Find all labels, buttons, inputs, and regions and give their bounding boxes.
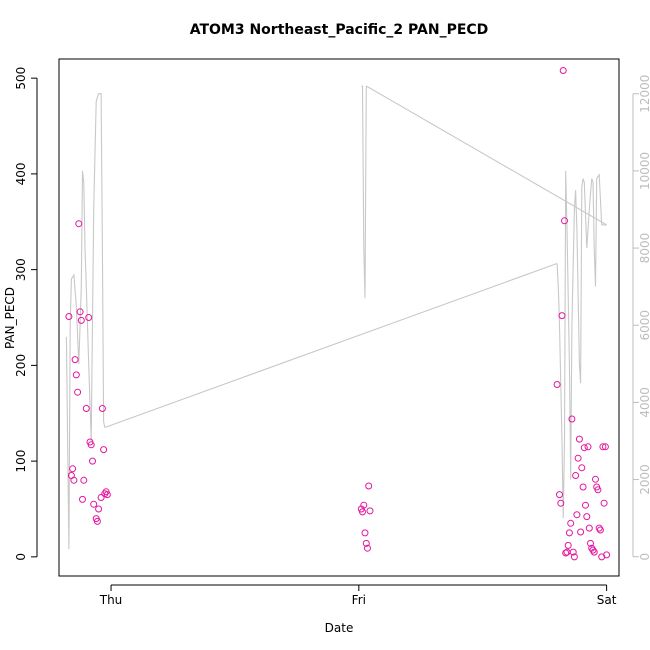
data-point (366, 507, 374, 515)
data-point (76, 308, 84, 316)
data-point (553, 381, 561, 388)
data-point (97, 494, 105, 501)
data-point (365, 482, 373, 490)
data-point (585, 524, 593, 532)
data-point (70, 476, 78, 484)
data-point (579, 483, 587, 491)
data-point (594, 486, 602, 494)
data-point (590, 548, 598, 556)
x-tick-label: Sat (597, 593, 617, 607)
data-point (71, 356, 79, 364)
data-point (74, 388, 82, 396)
y-tick-label: 400 (14, 162, 28, 185)
data-point (82, 405, 90, 412)
data-point (557, 499, 565, 507)
series-line-0-segment-0 (65, 93, 106, 550)
y2-tick-label: 8000 (638, 233, 650, 264)
data-point (583, 513, 591, 521)
data-point (75, 220, 83, 228)
data-point (584, 443, 592, 451)
data-point (592, 475, 599, 483)
x-axis-label: Date (325, 621, 354, 635)
data-point (360, 501, 368, 509)
data-point (364, 544, 371, 552)
line-layer (65, 85, 607, 550)
x-tick-label: Fri (352, 593, 366, 607)
series-line-connector-0 (104, 262, 558, 428)
data-point (72, 371, 80, 379)
y2-tick-label: 10000 (638, 152, 650, 190)
data-point (595, 524, 603, 532)
data-point (582, 501, 589, 509)
y-tick-label: 100 (14, 450, 28, 473)
data-point (567, 519, 575, 527)
data-point (578, 464, 586, 472)
data-point (362, 539, 370, 547)
y2-tick-label: 0 (638, 553, 650, 561)
data-point (559, 67, 567, 74)
data-point (565, 529, 573, 537)
data-point (572, 472, 580, 479)
data-point (574, 454, 582, 462)
data-point (569, 548, 577, 556)
data-point (568, 415, 576, 423)
data-point (600, 499, 608, 507)
data-point (98, 405, 106, 412)
data-point (69, 465, 77, 473)
data-point (587, 539, 594, 547)
y2-tick-label: 2000 (638, 464, 650, 495)
series-line-connector-1 (365, 85, 607, 226)
data-point (93, 517, 101, 525)
data-point (103, 491, 111, 499)
data-point (570, 553, 578, 561)
data-point (562, 549, 570, 557)
data-point (90, 500, 98, 508)
y2-tick-label: 4000 (638, 387, 650, 418)
chart-title: ATOM3 Northeast_Pacific_2 PAN_PECD (190, 22, 489, 38)
data-point (79, 495, 86, 503)
data-point (556, 491, 563, 499)
y-tick-label: 300 (14, 258, 28, 281)
data-point (577, 528, 585, 536)
data-point (361, 529, 369, 537)
data-point (596, 526, 604, 534)
data-point (580, 444, 588, 452)
data-point (65, 313, 73, 320)
data-point (558, 312, 566, 320)
data-point (601, 443, 609, 451)
y-tick-label: 0 (14, 553, 28, 561)
series-line-0-segment-2 (556, 170, 607, 519)
y2-tick-label: 6000 (638, 310, 650, 341)
data-point (564, 541, 572, 549)
data-point (561, 217, 568, 225)
x-tick-label: Thu (99, 593, 123, 607)
data-point (603, 551, 611, 559)
data-point (95, 505, 103, 513)
data-point (599, 443, 607, 451)
data-point (359, 508, 366, 516)
data-point (77, 316, 85, 324)
y-tick-label: 500 (14, 67, 28, 90)
data-point (575, 435, 583, 443)
data-point (573, 511, 581, 519)
data-point (87, 441, 95, 449)
series-line-0-segment-1 (361, 85, 367, 299)
y-tick-label: 200 (14, 354, 28, 377)
data-point (80, 476, 88, 484)
axes-layer: 0 100 200 300 400 500 0 2000 4000 6000 8000 10000 12… (14, 67, 650, 607)
y-axis-label: PAN_PECD (3, 287, 17, 349)
data-point (85, 314, 93, 321)
points-layer (65, 67, 611, 561)
y2-tick-label: 12000 (638, 75, 650, 113)
plot-frame (58, 58, 620, 577)
data-point (89, 457, 96, 465)
data-point (100, 446, 108, 454)
